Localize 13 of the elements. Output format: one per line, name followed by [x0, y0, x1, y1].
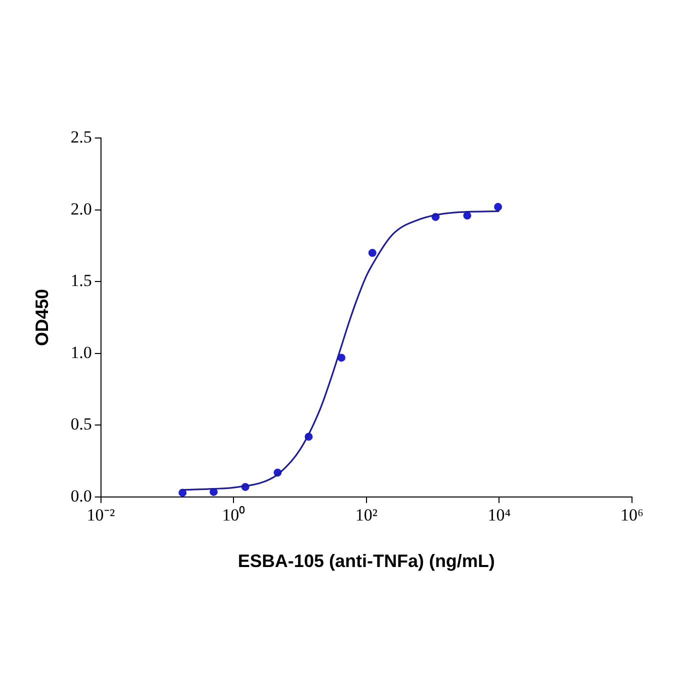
x-tick-label: 10² [355, 506, 378, 525]
y-axis-title: OD450 [32, 288, 52, 346]
x-tick-label: 10⁴ [488, 506, 511, 525]
x-tick-label: 10⁻² [86, 506, 115, 525]
x-axis-title: ESBA-105 (anti-TNFa) (ng/mL) [238, 551, 495, 572]
x-tick-label: 10⁰ [222, 506, 246, 525]
y-tick-label: 2.5 [70, 127, 92, 146]
y-tick-label: 0.0 [70, 486, 92, 506]
y-tick-label: 0.5 [70, 414, 92, 434]
x-tick-label: 10⁶ [620, 506, 644, 525]
y-tick-label: 1.0 [70, 342, 92, 362]
y-tick-label: 1.5 [70, 271, 92, 290]
y-tick-label: 2.0 [70, 199, 92, 218]
